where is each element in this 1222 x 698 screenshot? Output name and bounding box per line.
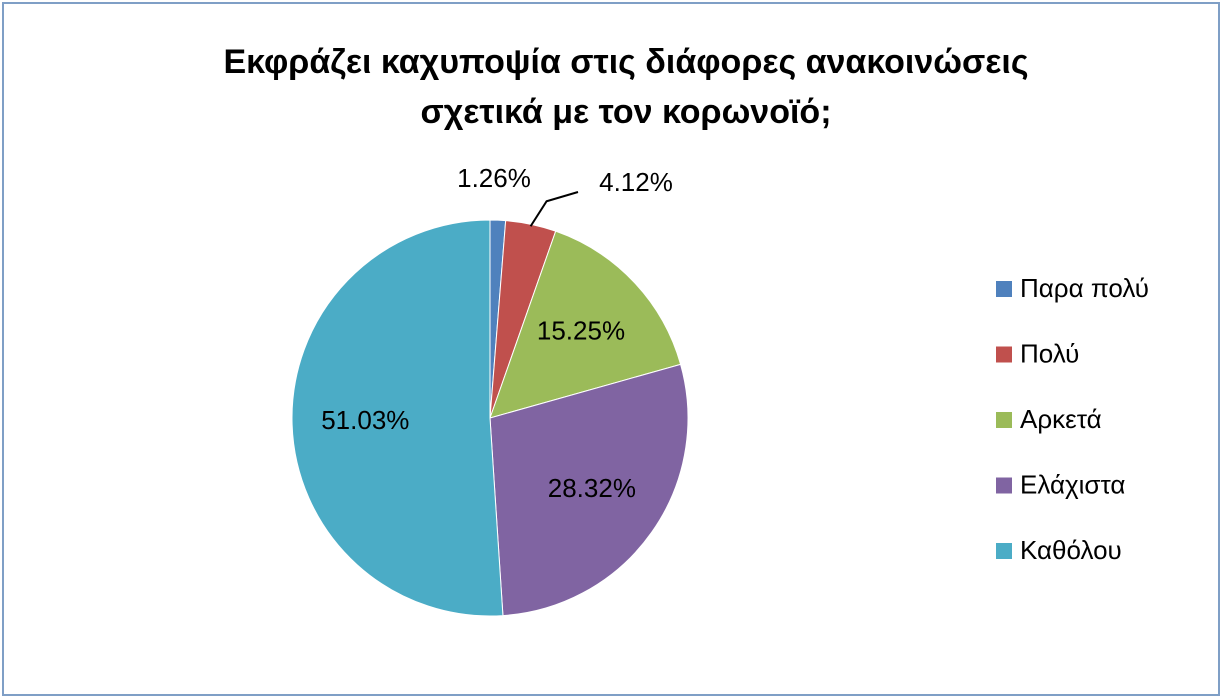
pie-slice (489, 230, 682, 419)
data-label: 4.12% (599, 167, 673, 197)
legend-label: Πολύ (1020, 338, 1079, 368)
data-label: 51.03% (321, 405, 409, 435)
legend-swatch (996, 281, 1012, 297)
legend-swatch (996, 477, 1012, 494)
legend-label: Καθόλου (1020, 535, 1122, 565)
chart-title: Εκφράζει καχυποψία στις διάφορες ανακοιν… (223, 43, 1028, 81)
data-label: 1.26% (457, 163, 531, 193)
legend-label: Αρκετά (1020, 404, 1102, 434)
pie-slice (291, 219, 504, 617)
chart-title: σχετικά με τον κορωνοϊό; (420, 93, 831, 131)
leader-line (529, 191, 579, 227)
pie-slice (489, 363, 689, 617)
legend-swatch (996, 412, 1012, 428)
data-label: 28.32% (548, 473, 636, 503)
legend-label: Παρα πολύ (1020, 273, 1149, 303)
legend-label: Ελάχιστα (1020, 469, 1125, 499)
legend-swatch (996, 346, 1012, 363)
data-label: 15.25% (537, 316, 625, 346)
legend-swatch (996, 543, 1012, 559)
